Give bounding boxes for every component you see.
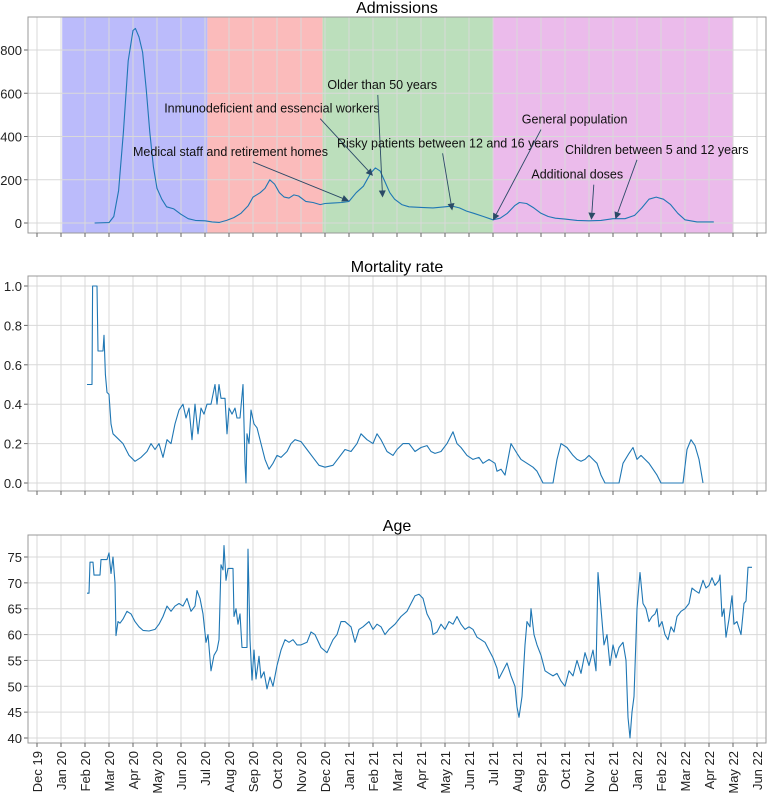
mortality-panel: 0.0 0.2 0.4 0.6 0.8 1.0 Mortality rate	[4, 259, 767, 495]
age-title: Age	[383, 518, 412, 535]
admissions-title: Admissions	[356, 0, 438, 17]
y-tick-label: 0.0	[4, 476, 22, 491]
x-tick-label: Jun 20	[174, 751, 189, 790]
x-tick-label: May 21	[438, 751, 453, 794]
arrowhead-icon	[341, 195, 349, 202]
y-tick-label: 1.0	[4, 279, 22, 294]
y-tick-label: 0	[15, 216, 22, 231]
x-tick-label: Nov 21	[582, 751, 597, 792]
y-tick-label: 800	[0, 43, 22, 58]
x-tick-label: Feb 20	[78, 751, 93, 791]
x-tick-label: Feb 22	[654, 751, 669, 791]
x-tick-label: Dec 20	[318, 751, 333, 792]
x-tick-label: Jan 21	[342, 751, 357, 790]
annotation-label: Additional doses	[531, 168, 623, 182]
x-tick-label: Oct 21	[558, 751, 573, 789]
admissions-line	[94, 27, 714, 224]
arrowhead-icon	[588, 212, 596, 220]
y-tick-label: 400	[0, 130, 22, 145]
y-tick-label: 600	[0, 86, 22, 101]
x-axis-month-labels: Dec 19 Jan 20 Feb 20 Mar 20 Apr 20 May 20 Jun …	[30, 751, 765, 794]
x-tick-label: Jun 21	[462, 751, 477, 790]
mortality-gridlines	[28, 276, 766, 491]
annotation-arrow	[617, 159, 638, 213]
y-tick-label: 60	[8, 628, 22, 643]
phase-region	[207, 17, 323, 233]
x-tick-label: Dec 21	[606, 751, 621, 792]
annotation-arrow	[319, 118, 369, 172]
annotation-label: General population	[522, 113, 628, 127]
age-y-axis: 40 45 50 55 60 65 70 75	[8, 550, 28, 746]
x-tick-label: Sep 20	[246, 751, 261, 792]
admissions-y-axis: 0 200 400 600 800	[0, 43, 28, 231]
y-tick-label: 50	[8, 679, 22, 694]
annotation-arrow	[252, 161, 343, 199]
x-tick-label: Aug 21	[510, 751, 525, 792]
x-tick-label: Oct 20	[270, 751, 285, 789]
annotation-arrow	[591, 184, 595, 213]
x-tick-label: Jan 22	[630, 751, 645, 790]
annotation-label: Inmunodeficient and essencial workers	[164, 102, 379, 116]
x-tick-label: Mar 20	[102, 751, 117, 791]
y-tick-label: 200	[0, 173, 22, 188]
annotation-label: Risky patients between 12 and 16 years	[337, 136, 559, 150]
mortality-title: Mortality rate	[351, 259, 444, 276]
y-tick-label: 55	[8, 653, 22, 668]
annotation-label: Medical staff and retirement homes	[133, 145, 328, 159]
annotation-arrow	[442, 153, 452, 204]
age-panel: 40 45 50 55 60 65 70 75 Age Dec 19 Jan 20 Feb 20 M…	[8, 518, 767, 794]
y-tick-label: 40	[8, 731, 22, 746]
x-tick-label: Apr 22	[702, 751, 717, 789]
age-line	[87, 545, 752, 739]
annotation-arrow	[495, 129, 542, 215]
arrowhead-icon	[365, 168, 373, 176]
arrowhead-icon	[378, 190, 386, 198]
x-tick-label: Sep 21	[534, 751, 549, 792]
x-tick-label: May 22	[726, 751, 741, 794]
admissions-annotations: Medical staff and retirement homes Inmuno…	[133, 78, 748, 221]
x-tick-label: Dec 19	[30, 751, 45, 792]
y-tick-label: 65	[8, 602, 22, 617]
arrowhead-icon	[493, 212, 500, 221]
age-gridlines	[28, 535, 766, 743]
y-tick-label: 75	[8, 550, 22, 565]
annotation-label: Older than 50 years	[327, 78, 437, 92]
x-tick-label: Jun 22	[750, 751, 765, 790]
x-tick-label: Nov 20	[294, 751, 309, 792]
x-tick-label: Aug 20	[222, 751, 237, 792]
admissions-x-ticks	[36, 233, 758, 237]
x-tick-label: Mar 22	[678, 751, 693, 791]
mortality-line	[87, 285, 704, 484]
y-tick-label: 45	[8, 705, 22, 720]
x-tick-label: Feb 21	[366, 751, 381, 791]
x-tick-label: Jul 21	[486, 751, 501, 786]
x-tick-label: Jul 20	[198, 751, 213, 786]
y-tick-label: 0.8	[4, 318, 22, 333]
x-tick-label: Jan 20	[54, 751, 69, 790]
annotation-arrow	[377, 94, 383, 191]
y-tick-label: 0.2	[4, 437, 22, 452]
x-tick-label: Mar 21	[390, 751, 405, 791]
admissions-panel: 0 200 400 600 800 Medical staff and retireme…	[0, 0, 767, 237]
annotation-label: Children between 5 and 12 years	[565, 143, 748, 157]
phase-region	[62, 17, 208, 233]
arrowhead-icon	[447, 202, 455, 211]
y-tick-label: 0.4	[4, 397, 22, 412]
x-tick-label: May 20	[150, 751, 165, 794]
y-tick-label: 0.6	[4, 358, 22, 373]
mortality-y-axis: 0.0 0.2 0.4 0.6 0.8 1.0	[4, 279, 28, 491]
arrowhead-icon	[614, 211, 622, 220]
x-tick-label: Apr 20	[126, 751, 141, 789]
x-tick-label: Apr 21	[414, 751, 429, 789]
mortality-x-ticks	[36, 491, 758, 495]
phase-region	[322, 17, 493, 233]
age-x-ticks	[36, 743, 758, 747]
admissions-gridlines	[28, 17, 766, 233]
y-tick-label: 70	[8, 576, 22, 591]
